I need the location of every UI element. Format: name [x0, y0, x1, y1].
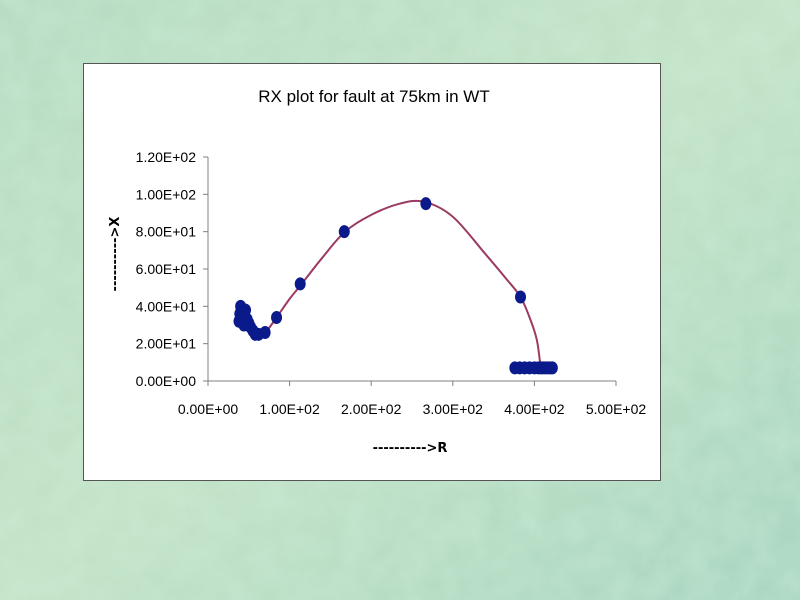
x-tick-label: 2.00E+02	[341, 401, 402, 417]
y-tick-label: 0.00E+00	[136, 373, 197, 389]
x-tick-label: 0.00E+00	[178, 401, 239, 417]
data-point-marker	[294, 277, 306, 291]
chart-title: RX plot for fault at 75km in WT	[258, 87, 489, 106]
chart-panel: RX plot for fault at 75km in WT 0.00E+00…	[83, 63, 661, 481]
x-axis-title: ---------->R	[373, 441, 448, 456]
data-point-marker	[271, 311, 283, 325]
data-point-marker	[420, 197, 432, 211]
y-tick-labels: 0.00E+00 2.00E+01 4.00E+01 6.00E+01 8.00E+01…	[136, 149, 197, 389]
x-tick-label: 3.00E+02	[423, 401, 484, 417]
rx-plot-chart: RX plot for fault at 75km in WT 0.00E+00…	[108, 87, 647, 456]
rx-curve-line	[239, 199, 543, 369]
y-tick-label: 8.00E+01	[136, 224, 197, 240]
data-point-marker	[546, 361, 558, 375]
data-markers	[233, 197, 558, 375]
axes	[203, 156, 617, 386]
x-tick-labels: 0.00E+00 1.00E+02 2.00E+02 3.00E+02 4.00E+02…	[178, 401, 647, 417]
y-tick-label: 4.00E+01	[136, 298, 197, 314]
x-tick-label: 1.00E+02	[259, 401, 320, 417]
y-tick-label: 1.20E+02	[136, 149, 197, 165]
data-point-marker	[515, 290, 527, 304]
y-tick-label: 1.00E+02	[136, 186, 197, 202]
y-tick-label: 2.00E+01	[136, 336, 197, 352]
x-tick-label: 5.00E+02	[586, 401, 647, 417]
y-tick-label: 6.00E+01	[136, 261, 197, 277]
data-point-marker	[338, 225, 350, 239]
y-axis-title: ---------->X	[108, 217, 123, 292]
x-tick-label: 4.00E+02	[504, 401, 565, 417]
data-point-marker	[259, 325, 271, 339]
